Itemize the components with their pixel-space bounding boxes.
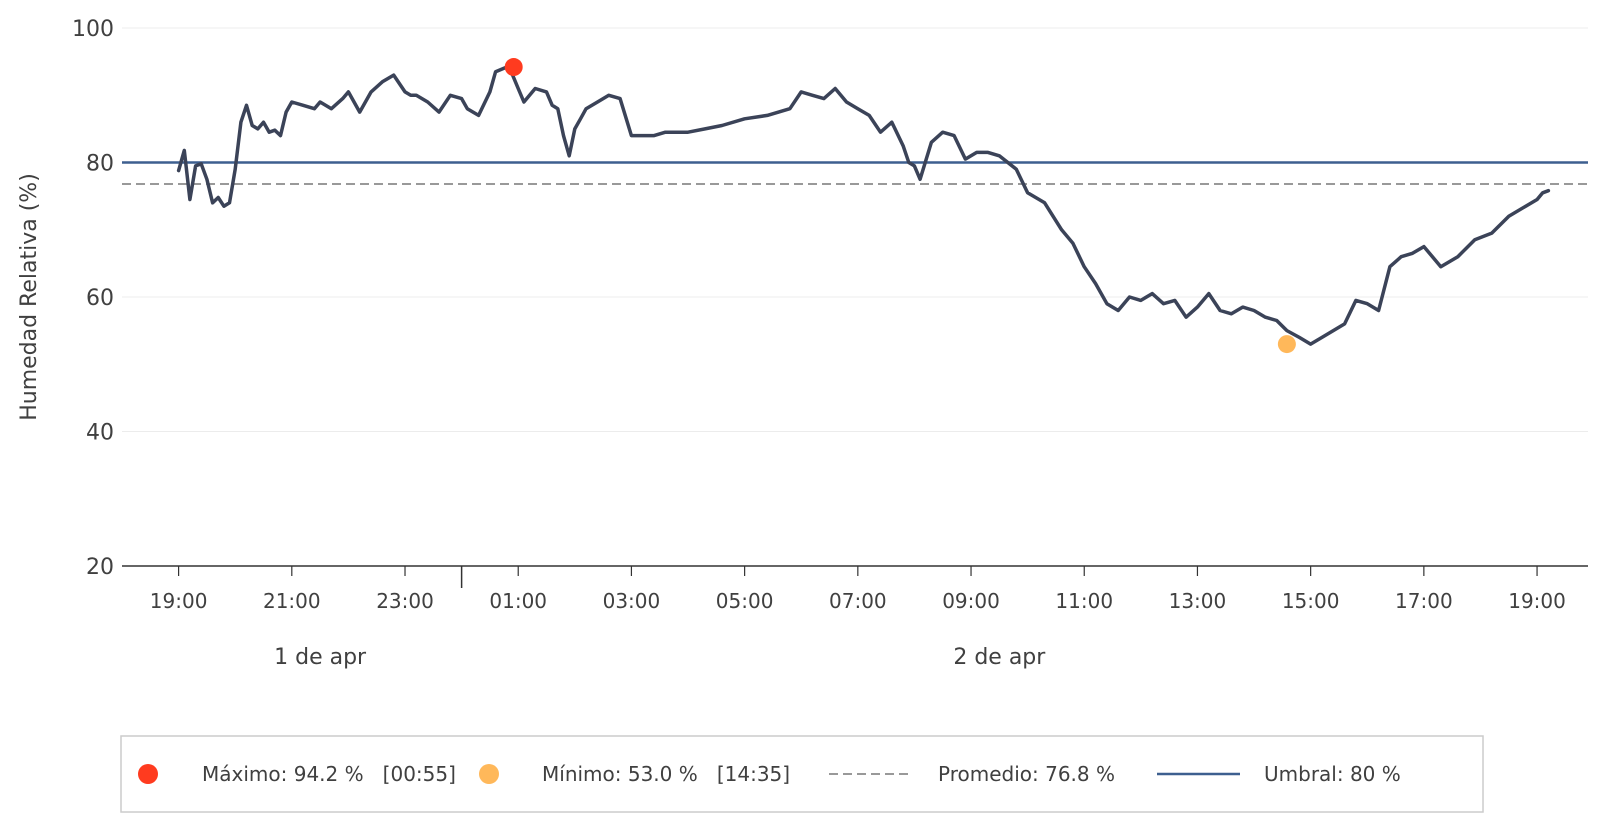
max-point-marker	[504, 58, 523, 77]
x-tick-label: 19:00	[150, 589, 208, 613]
x-tick-label: 19:00	[1508, 589, 1566, 613]
y-tick-label: 100	[72, 17, 114, 42]
grid-lines	[122, 27, 1588, 432]
y-axis-label: Humedad Relativa (%)	[17, 173, 42, 421]
reference-lines	[122, 161, 1588, 186]
day-label: 1 de apr	[274, 645, 367, 670]
y-tick-label: 20	[86, 555, 114, 580]
x-tick-label: 21:00	[263, 589, 321, 613]
legend-average-label: Promedio: 76.8 %	[938, 762, 1115, 786]
legend-max-marker	[138, 764, 158, 784]
x-tick-label: 03:00	[603, 589, 661, 613]
x-tick-label: 05:00	[716, 589, 774, 613]
x-tick-label: 15:00	[1282, 589, 1340, 613]
x-tick-label: 01:00	[489, 589, 547, 613]
y-tick-labels: 20 40 60 80 100	[72, 17, 114, 580]
x-tick-label: 09:00	[942, 589, 1000, 613]
day-label: 2 de apr	[953, 645, 1046, 670]
x-tick-label: 23:00	[376, 589, 434, 613]
legend-frame	[120, 735, 1484, 813]
y-tick-label: 40	[86, 421, 114, 446]
legend: Máximo: 94.2 % [00:55] Mínimo: 53.0 % [1…	[120, 735, 1484, 813]
min-point-marker	[1277, 335, 1296, 354]
series-layer	[176, 65, 1551, 346]
y-tick-label: 80	[86, 152, 114, 177]
legend-threshold-label: Umbral: 80 %	[1264, 762, 1401, 786]
x-tick-label: 17:00	[1395, 589, 1453, 613]
x-tick-label: 07:00	[829, 589, 887, 613]
legend-min-marker	[479, 764, 499, 784]
x-tick-label: 11:00	[1055, 589, 1113, 613]
x-axis: 19:00 21:00 23:00 01:00 03:00 05:00 07:00 09:00…	[122, 565, 1588, 670]
legend-min-label: Mínimo: 53.0 % [14:35]	[542, 762, 790, 786]
legend-max-label: Máximo: 94.2 % [00:55]	[202, 762, 456, 786]
extreme-markers	[504, 58, 1296, 354]
x-tick-label: 13:00	[1169, 589, 1227, 613]
humidity-series-line	[176, 65, 1551, 346]
y-tick-label: 60	[86, 286, 114, 311]
